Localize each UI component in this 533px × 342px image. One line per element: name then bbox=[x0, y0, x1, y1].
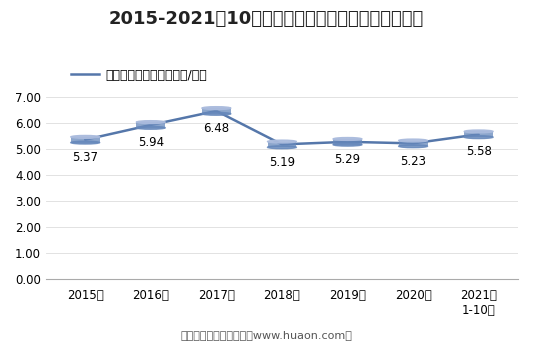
Text: 5.23: 5.23 bbox=[400, 155, 426, 168]
Ellipse shape bbox=[202, 113, 231, 115]
Bar bbox=[136, 122, 165, 128]
Ellipse shape bbox=[202, 107, 231, 109]
Bar bbox=[464, 131, 493, 137]
Ellipse shape bbox=[464, 136, 493, 139]
Ellipse shape bbox=[71, 135, 100, 138]
Text: 制图：华经产业研究院（www.huaon.com）: 制图：华经产业研究院（www.huaon.com） bbox=[181, 330, 352, 340]
Bar bbox=[333, 139, 362, 145]
Legend: 白糖期货成交均价（万元/手）: 白糖期货成交均价（万元/手） bbox=[66, 64, 212, 87]
Ellipse shape bbox=[71, 141, 100, 144]
Ellipse shape bbox=[136, 121, 165, 123]
Ellipse shape bbox=[268, 140, 296, 143]
Text: 5.58: 5.58 bbox=[466, 145, 491, 158]
Ellipse shape bbox=[464, 130, 493, 133]
Bar bbox=[71, 137, 100, 143]
Ellipse shape bbox=[333, 143, 362, 146]
Ellipse shape bbox=[399, 145, 427, 148]
Bar bbox=[399, 141, 427, 146]
Ellipse shape bbox=[399, 139, 427, 142]
Ellipse shape bbox=[136, 127, 165, 129]
Text: 5.37: 5.37 bbox=[72, 151, 98, 164]
Text: 2015-2021年10月郑州商品交易所白糖期货成交均价: 2015-2021年10月郑州商品交易所白糖期货成交均价 bbox=[109, 10, 424, 28]
Text: 5.29: 5.29 bbox=[334, 153, 360, 166]
Text: 5.19: 5.19 bbox=[269, 156, 295, 169]
Text: 6.48: 6.48 bbox=[203, 122, 229, 135]
Ellipse shape bbox=[333, 137, 362, 140]
Text: 5.94: 5.94 bbox=[138, 136, 164, 149]
Bar bbox=[268, 142, 296, 147]
Ellipse shape bbox=[268, 146, 296, 149]
Bar bbox=[202, 108, 231, 114]
